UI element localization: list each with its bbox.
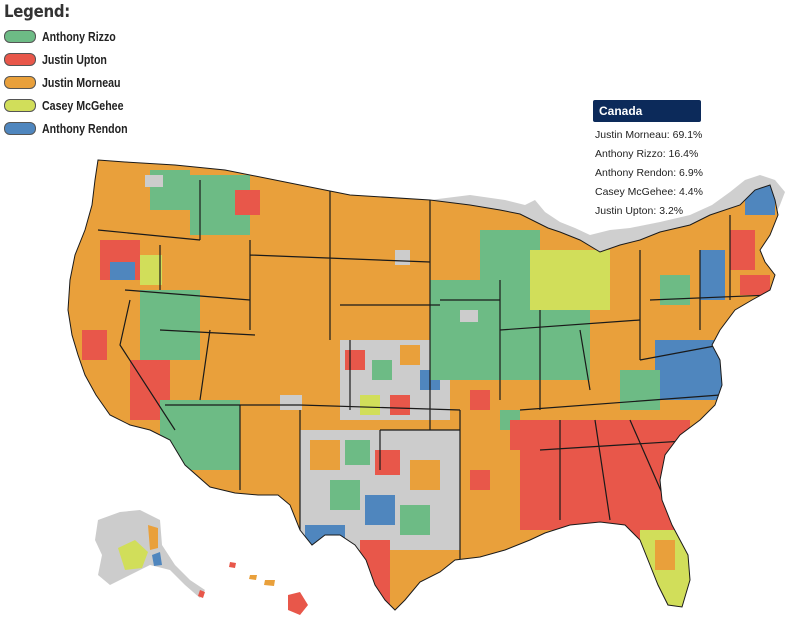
legend-title: Legend: (4, 2, 71, 22)
alaska-region[interactable] (95, 510, 205, 598)
legend-item-anthony-rizzo[interactable]: Anthony Rizzo (4, 25, 143, 48)
tooltip-row: Justin Upton: 3.2% (595, 205, 684, 217)
legend-swatch (4, 76, 36, 89)
state-borders (97, 180, 771, 560)
tooltip-row: Anthony Rendon: 6.9% (595, 167, 703, 179)
legend-item-casey-mcgehee[interactable]: Casey McGehee (4, 94, 143, 117)
tooltip-row: Justin Morneau: 69.1% (595, 129, 703, 141)
legend-label: Anthony Rendon (42, 121, 128, 136)
legend-swatch (4, 122, 36, 135)
legend-swatch (4, 30, 36, 43)
tooltip-title: Canada (593, 100, 701, 122)
legend-swatch (4, 99, 36, 112)
region-tooltip: Canada Justin Morneau: 69.1% Anthony Riz… (593, 100, 711, 217)
legend-swatch (4, 53, 36, 66)
us-outline (67, 159, 779, 611)
legend: Legend: Anthony Rizzo Justin Upton Justi… (4, 2, 143, 140)
legend-item-anthony-rendon[interactable]: Anthony Rendon (4, 117, 143, 140)
legend-item-justin-morneau[interactable]: Justin Morneau (4, 71, 143, 94)
tooltip-row: Casey McGehee: 4.4% (595, 186, 703, 198)
hawaii-region[interactable] (229, 562, 308, 615)
tooltip-row: Anthony Rizzo: 16.4% (595, 148, 699, 160)
legend-label: Justin Morneau (42, 75, 121, 90)
legend-label: Casey McGehee (42, 98, 124, 113)
legend-item-justin-upton[interactable]: Justin Upton (4, 48, 143, 71)
legend-label: Justin Upton (42, 52, 107, 67)
legend-label: Anthony Rizzo (42, 29, 116, 44)
